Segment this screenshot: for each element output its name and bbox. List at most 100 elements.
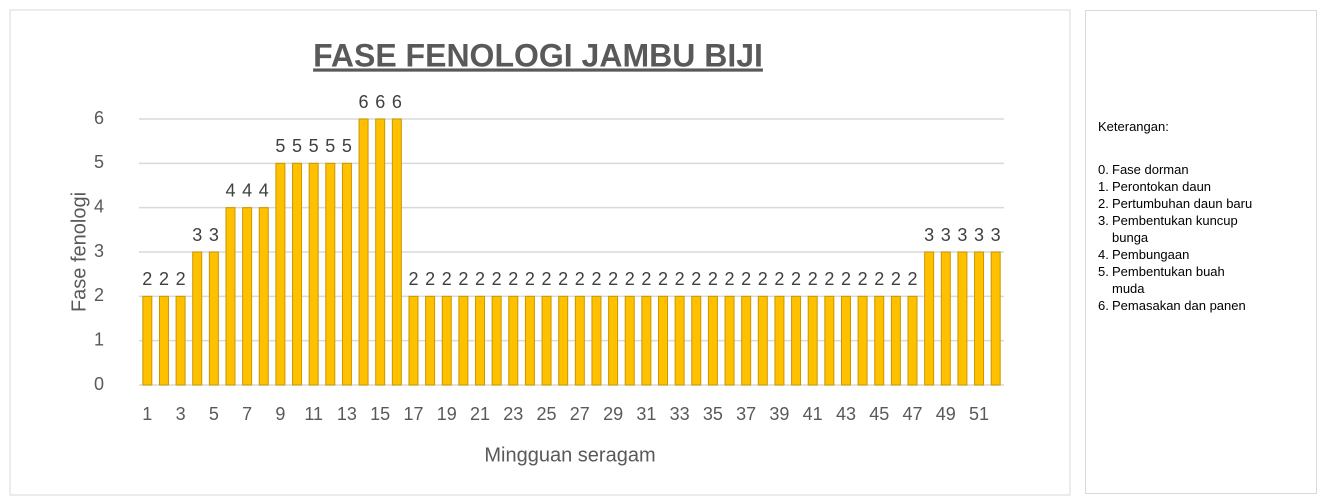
data-label: 2 [425, 269, 435, 289]
bar [475, 295, 486, 386]
data-label: 2 [542, 269, 552, 289]
data-label: 4 [225, 180, 235, 200]
note-item: 0. Fase dorman [1098, 161, 1258, 178]
x-tick-label: 1 [142, 404, 152, 424]
data-label: 2 [575, 269, 585, 289]
data-label: 2 [475, 269, 485, 289]
data-label: 2 [891, 269, 901, 289]
data-label: 3 [941, 225, 951, 245]
x-tick-label: 3 [176, 404, 186, 424]
x-tick-label: 13 [337, 404, 357, 424]
bar [208, 251, 219, 386]
x-tick-label: 41 [803, 404, 823, 424]
x-tick-label: 45 [869, 404, 889, 424]
bar [325, 162, 336, 386]
data-label: 5 [309, 136, 319, 156]
y-tick-label: 1 [94, 329, 104, 349]
x-tick-label: 31 [636, 404, 656, 424]
data-label: 2 [691, 269, 701, 289]
data-label: 4 [259, 180, 269, 200]
bar [441, 295, 452, 386]
note-number: 3. [1098, 213, 1109, 228]
data-label: 3 [924, 225, 934, 245]
data-label: 2 [408, 269, 418, 289]
data-label: 5 [275, 136, 285, 156]
data-label: 6 [375, 92, 385, 112]
note-text: Pembungaan [1112, 247, 1190, 262]
bar [391, 118, 402, 386]
bar [940, 251, 951, 386]
note-text: Pemasakan dan panen [1112, 298, 1246, 313]
data-label: 2 [625, 269, 635, 289]
note-number: 0. [1098, 162, 1109, 177]
bar [724, 295, 735, 386]
y-tick-label: 3 [94, 241, 104, 261]
data-label: 6 [359, 92, 369, 112]
bar [558, 295, 569, 386]
x-tick-label: 7 [242, 404, 252, 424]
bar [508, 295, 519, 386]
x-tick-label: 43 [836, 404, 856, 424]
data-label: 3 [974, 225, 984, 245]
note-item: 5. Pembentukan buah muda [1098, 263, 1258, 297]
y-tick-label: 6 [94, 108, 104, 128]
data-label: 2 [675, 269, 685, 289]
bar [458, 295, 469, 386]
data-label: 2 [608, 269, 618, 289]
bar [358, 118, 369, 386]
bar [192, 251, 203, 386]
data-label: 4 [242, 180, 252, 200]
bar [524, 295, 535, 386]
x-tick-label: 29 [603, 404, 623, 424]
x-tick-label: 51 [969, 404, 989, 424]
x-tick-label: 37 [736, 404, 756, 424]
note-text: Pertumbuhan daun baru [1112, 196, 1253, 211]
legend-note: Keterangan: 0. Fase dorman 1. Perontokan da… [1085, 10, 1317, 494]
bar [707, 295, 718, 386]
data-label: 5 [292, 136, 302, 156]
note-title: Keterangan: [1098, 119, 1169, 134]
data-label: 5 [325, 136, 335, 156]
x-tick-label: 19 [437, 404, 457, 424]
note-item: 3. Pembentukan kuncup bunga [1098, 212, 1258, 246]
data-label: 2 [641, 269, 651, 289]
data-label: 2 [492, 269, 502, 289]
data-label: 2 [658, 269, 668, 289]
y-axis-label: Fase fenologi [68, 192, 90, 312]
note-number: 1. [1098, 179, 1109, 194]
data-label: 2 [442, 269, 452, 289]
bar [807, 295, 818, 386]
note-text: Pembentukan kuncup bunga [1112, 213, 1238, 245]
y-tick-label: 5 [94, 152, 104, 172]
x-tick-label: 23 [503, 404, 523, 424]
data-label: 3 [991, 225, 1001, 245]
bar [225, 207, 236, 386]
bar [641, 295, 652, 386]
bar [674, 295, 685, 386]
bar [375, 118, 386, 386]
bar [491, 295, 502, 386]
data-label: 2 [841, 269, 851, 289]
data-label: 2 [525, 269, 535, 289]
data-label: 2 [858, 269, 868, 289]
x-tick-label: 49 [936, 404, 956, 424]
x-tick-label: 25 [537, 404, 557, 424]
bar [974, 251, 985, 386]
x-tick-label: 47 [902, 404, 922, 424]
bar [874, 295, 885, 386]
chart: FASE FENOLOGI JAMBU BIJI Fase fenologi M… [9, 9, 1071, 496]
note-text: Fase dorman [1112, 162, 1189, 177]
x-tick-label: 27 [570, 404, 590, 424]
bar [791, 295, 802, 386]
bar [741, 295, 752, 386]
data-label: 2 [824, 269, 834, 289]
note-number: 4. [1098, 247, 1109, 262]
x-tick-label: 17 [403, 404, 423, 424]
bar [142, 295, 153, 386]
bar [857, 295, 868, 386]
data-label: 2 [741, 269, 751, 289]
data-label: 2 [508, 269, 518, 289]
y-tick-label: 2 [94, 285, 104, 305]
data-label: 3 [192, 225, 202, 245]
